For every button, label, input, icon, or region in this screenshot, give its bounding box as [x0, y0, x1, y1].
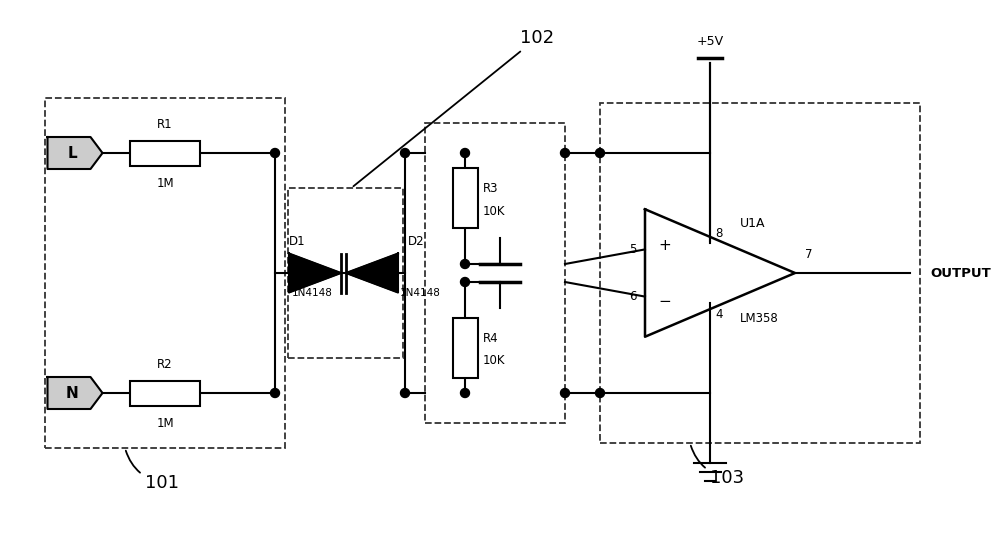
Text: 1N4148: 1N4148 — [292, 288, 333, 298]
Text: D2: D2 — [408, 235, 425, 248]
Text: OUTPUT: OUTPUT — [930, 266, 991, 279]
Circle shape — [400, 149, 410, 157]
Text: U1A: U1A — [740, 216, 766, 230]
Bar — [45, 98, 285, 448]
Circle shape — [460, 389, 470, 398]
Text: LM358: LM358 — [740, 311, 779, 325]
Text: +: + — [659, 238, 671, 253]
Circle shape — [460, 149, 470, 157]
Text: 5: 5 — [630, 243, 637, 256]
Bar — [425, 123, 565, 423]
Text: D1: D1 — [289, 235, 306, 248]
Text: R1: R1 — [157, 118, 173, 131]
Text: 10K: 10K — [483, 354, 506, 367]
Text: 6: 6 — [630, 290, 637, 303]
Text: 101: 101 — [126, 451, 179, 492]
Circle shape — [270, 149, 280, 157]
Circle shape — [460, 278, 470, 287]
Text: 10K: 10K — [483, 205, 506, 217]
Text: 8: 8 — [715, 227, 722, 240]
Circle shape — [560, 389, 570, 398]
Text: 1M: 1M — [156, 417, 174, 430]
Text: R4: R4 — [483, 332, 499, 344]
Bar — [130, 381, 200, 406]
Text: L: L — [67, 146, 77, 160]
Bar — [600, 103, 920, 443]
Circle shape — [270, 389, 280, 398]
Circle shape — [560, 149, 570, 157]
Text: +5V: +5V — [696, 35, 724, 48]
Bar — [452, 168, 478, 228]
Circle shape — [400, 389, 410, 398]
Bar — [452, 318, 478, 378]
Text: 1M: 1M — [156, 177, 174, 190]
Text: 103: 103 — [691, 446, 744, 487]
Polygon shape — [48, 377, 103, 409]
Circle shape — [596, 389, 604, 398]
Text: R2: R2 — [157, 358, 173, 371]
Text: 7: 7 — [805, 248, 812, 261]
Polygon shape — [289, 254, 341, 293]
Text: −: − — [659, 294, 671, 309]
Text: 4: 4 — [715, 308, 722, 321]
Polygon shape — [48, 137, 103, 169]
Text: N: N — [66, 385, 78, 400]
Polygon shape — [346, 254, 398, 293]
Bar — [288, 188, 403, 358]
Text: R3: R3 — [483, 182, 498, 195]
Circle shape — [596, 149, 604, 157]
Text: 1N4148: 1N4148 — [400, 288, 441, 298]
Circle shape — [460, 260, 470, 269]
Text: 102: 102 — [353, 29, 554, 186]
Bar — [130, 141, 200, 166]
